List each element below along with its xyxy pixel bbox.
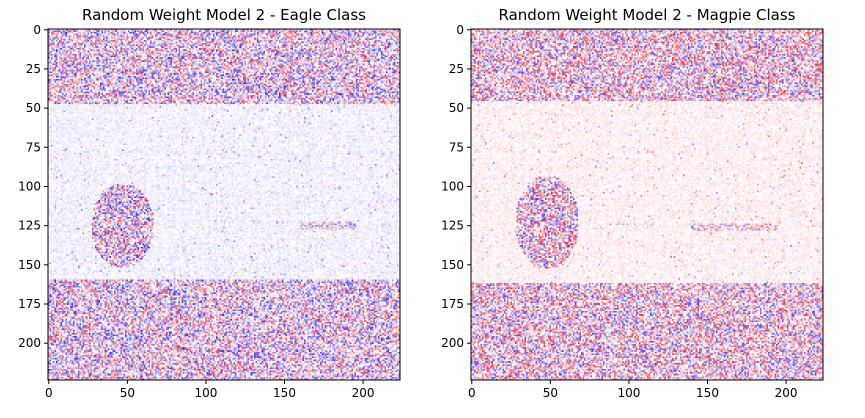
chart-title: Random Weight Model 2 - Eagle Class bbox=[82, 6, 366, 24]
y-tick-label: 200 bbox=[18, 336, 41, 350]
y-tick-label: 50 bbox=[26, 101, 41, 115]
heatmap-image bbox=[48, 29, 400, 380]
y-tick-label: 100 bbox=[441, 179, 464, 193]
y-tick-label: 0 bbox=[33, 23, 41, 37]
y-tick-label: 150 bbox=[18, 258, 41, 272]
heatmap-image bbox=[471, 29, 823, 380]
y-tick-label: 75 bbox=[449, 140, 464, 154]
x-tick-label: 50 bbox=[120, 386, 135, 400]
heatmap-panel-eagle: Random Weight Model 2 - Eagle Class 0 50 10… bbox=[18, 6, 401, 400]
y-tick-label: 200 bbox=[441, 336, 464, 350]
heatmap-panel-magpie: Random Weight Model 2 - Magpie Class 0 50 1… bbox=[441, 6, 824, 400]
y-tick-label: 175 bbox=[18, 297, 41, 311]
x-tick-label: 100 bbox=[194, 386, 217, 400]
x-tick-label: 50 bbox=[543, 386, 558, 400]
y-tick-label: 0 bbox=[456, 23, 464, 37]
y-tick-label: 25 bbox=[26, 62, 41, 76]
y-tick-label: 75 bbox=[26, 140, 41, 154]
x-tick-label: 200 bbox=[352, 386, 375, 400]
axes-frame bbox=[47, 28, 401, 381]
x-tick-label: 100 bbox=[617, 386, 640, 400]
y-tick-label: 150 bbox=[441, 258, 464, 272]
y-tick-label: 125 bbox=[441, 219, 464, 233]
x-tick-label: 0 bbox=[45, 386, 53, 400]
axes-frame bbox=[470, 28, 824, 381]
y-tick-label: 175 bbox=[441, 297, 464, 311]
x-tick-label: 150 bbox=[273, 386, 296, 400]
x-tick-label: 0 bbox=[468, 386, 476, 400]
y-tick-label: 25 bbox=[449, 62, 464, 76]
y-tick-label: 125 bbox=[18, 219, 41, 233]
x-tick-label: 200 bbox=[775, 386, 798, 400]
y-tick-label: 50 bbox=[449, 101, 464, 115]
y-tick-label: 100 bbox=[18, 179, 41, 193]
chart-title: Random Weight Model 2 - Magpie Class bbox=[499, 6, 796, 24]
x-tick-label: 150 bbox=[696, 386, 719, 400]
